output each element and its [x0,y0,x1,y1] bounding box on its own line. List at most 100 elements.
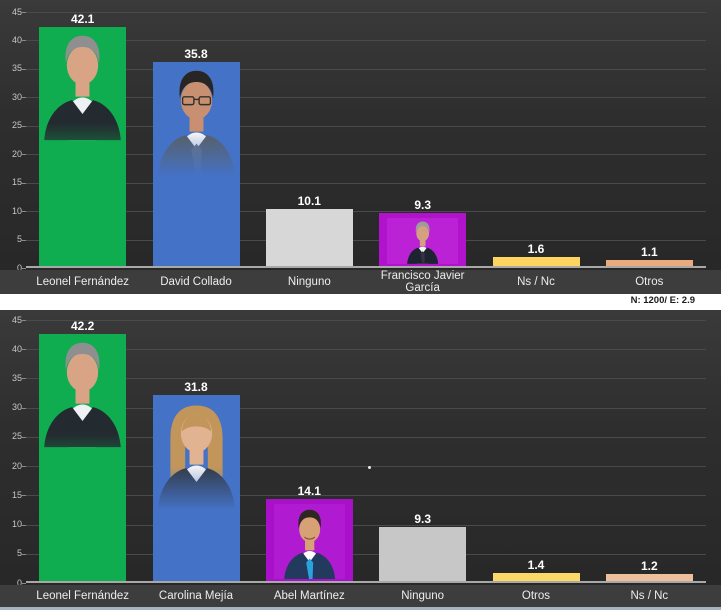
photo-fade [39,122,127,187]
y-tick-mark [21,68,26,70]
bar-leonel-fern-ndez [39,334,127,581]
category-label-ns-nc: Ns / Nc [630,590,669,602]
photo-frame-leonel-fernandez [39,334,127,500]
gridline [26,495,706,497]
y-tick-mark [21,378,26,380]
y-tick-mark [21,495,26,497]
y-tick-mark [21,407,26,409]
gridline [26,407,706,409]
bar-otros [605,259,693,266]
bar-ns-nc [605,574,693,581]
plot-area: 42.1 35.8 10.1 9.3 1.6 1.1 [26,0,706,268]
value-label-carolina-mej-a: 31.8 [184,380,208,395]
x-axis-label-strip: Leonel Fernández Carolina Mejía Abel Martí… [0,585,721,607]
photo-fade [39,433,127,500]
value-label-ns-nc: 1.2 [640,559,658,573]
photo-frame-abel-martinez [273,503,345,579]
y-tick-label: 15 [11,177,22,188]
photo-fade [152,133,240,181]
gridline [26,97,706,99]
y-tick-label: 0 [16,262,22,273]
y-tick-mark [21,125,26,127]
bar-otros [492,572,580,581]
category-label-david-collado: David Collado [160,276,232,288]
gridline [26,125,706,127]
y-tick-mark [21,40,26,42]
bar-ns-nc [492,256,580,266]
y-tick-label: 20 [11,460,22,471]
category-label-leonel-fern-ndez: Leonel Fernández [36,590,130,602]
y-tick-label: 35 [11,63,22,74]
category-label-leonel-fern-ndez: Leonel Fernández [36,276,130,288]
category-label-francisco-javier-garc-a: Francisco Javier García [380,270,465,294]
gridline [26,12,706,13]
plot-area: 42.2 31.8 14.1 9.3 1.4 1.2 [26,310,706,583]
y-tick-label: 40 [11,343,22,354]
y-tick-mark [21,97,26,99]
value-label-otros: 1.4 [527,557,545,572]
value-label-david-collado: 35.8 [184,47,208,62]
x-axis-spacer [0,270,26,294]
gridline [26,68,706,70]
gridline [26,182,706,184]
category-label-ninguno: Ninguno [401,590,445,602]
gridline [26,436,706,438]
gridline [26,524,706,526]
y-tick-mark [21,239,26,241]
category-label-ninguno: Ninguno [287,276,331,288]
bar-francisco-javier-garc-a [379,213,467,266]
y-tick-label: 40 [11,34,22,45]
gridline [26,378,706,380]
y-tick-label: 5 [16,234,22,245]
y-tick-label: 35 [11,372,22,383]
stray-dot [368,466,371,470]
y-tick-label: 45 [11,314,22,325]
bar-abel-mart-nez [265,498,353,581]
y-tick-mark [21,154,26,156]
y-tick-label: 5 [16,548,22,559]
value-label-leonel-fern-ndez: 42.2 [71,319,95,334]
x-axis-cells: Leonel Fernández Carolina Mejía Abel Martí… [26,585,706,607]
value-label-leonel-fern-ndez: 42.1 [71,11,95,26]
y-tick-mark [21,349,26,351]
category-label-carolina-mej-a: Carolina Mejía [158,590,234,602]
candidate-photo-abel-martinez [283,509,335,579]
gridline [26,349,706,351]
y-tick-mark [21,466,26,468]
bar-carolina-mej-a [152,395,240,581]
y-tick-mark [21,436,26,438]
poll-chart-bottom: 42.2 31.8 14.1 9.3 1.4 1.2 0 5 10 15 20 25 30 35 40 4… [0,310,721,607]
y-tick-label: 25 [11,120,22,131]
y-tick-label: 0 [16,577,22,588]
x-axis-cells: Leonel Fernández David Collado Ninguno Fran… [26,270,706,294]
bar-david-collado [152,62,240,266]
window-bottom-edge [0,607,721,610]
y-tick-label: 25 [11,431,22,442]
x-axis-label-strip: Leonel Fernández David Collado Ninguno Fran… [0,270,721,294]
photo-fade [152,466,240,515]
y-tick-label: 45 [11,6,22,17]
bar-ninguno [265,208,353,266]
y-tick-mark [21,268,26,269]
y-tick-label: 20 [11,148,22,159]
photo-frame-leonel-fernandez [39,27,127,187]
value-label-abel-mart-nez: 14.1 [297,483,321,498]
gridline [26,553,706,555]
sample-size-note: N: 1200/ E: 2.9 [630,295,695,306]
category-label-otros: Otros [635,276,664,288]
gridline [26,466,706,468]
y-tick-label: 30 [11,91,22,102]
gridline [26,320,706,321]
bar-leonel-fern-ndez [39,26,127,266]
y-tick-mark [21,320,26,321]
value-label-ns-nc: 1.6 [527,241,545,256]
value-label-ninguno: 10.1 [297,193,321,208]
y-tick-label: 30 [11,402,22,413]
y-tick-label: 15 [11,489,22,500]
value-label-francisco-javier-garc-a: 9.3 [414,198,432,213]
photo-frame-francisco-javier-garcia [387,218,459,264]
y-tick-label: 10 [11,519,22,530]
category-label-abel-mart-nez: Abel Martínez [273,590,345,602]
x-axis-spacer [0,585,26,607]
